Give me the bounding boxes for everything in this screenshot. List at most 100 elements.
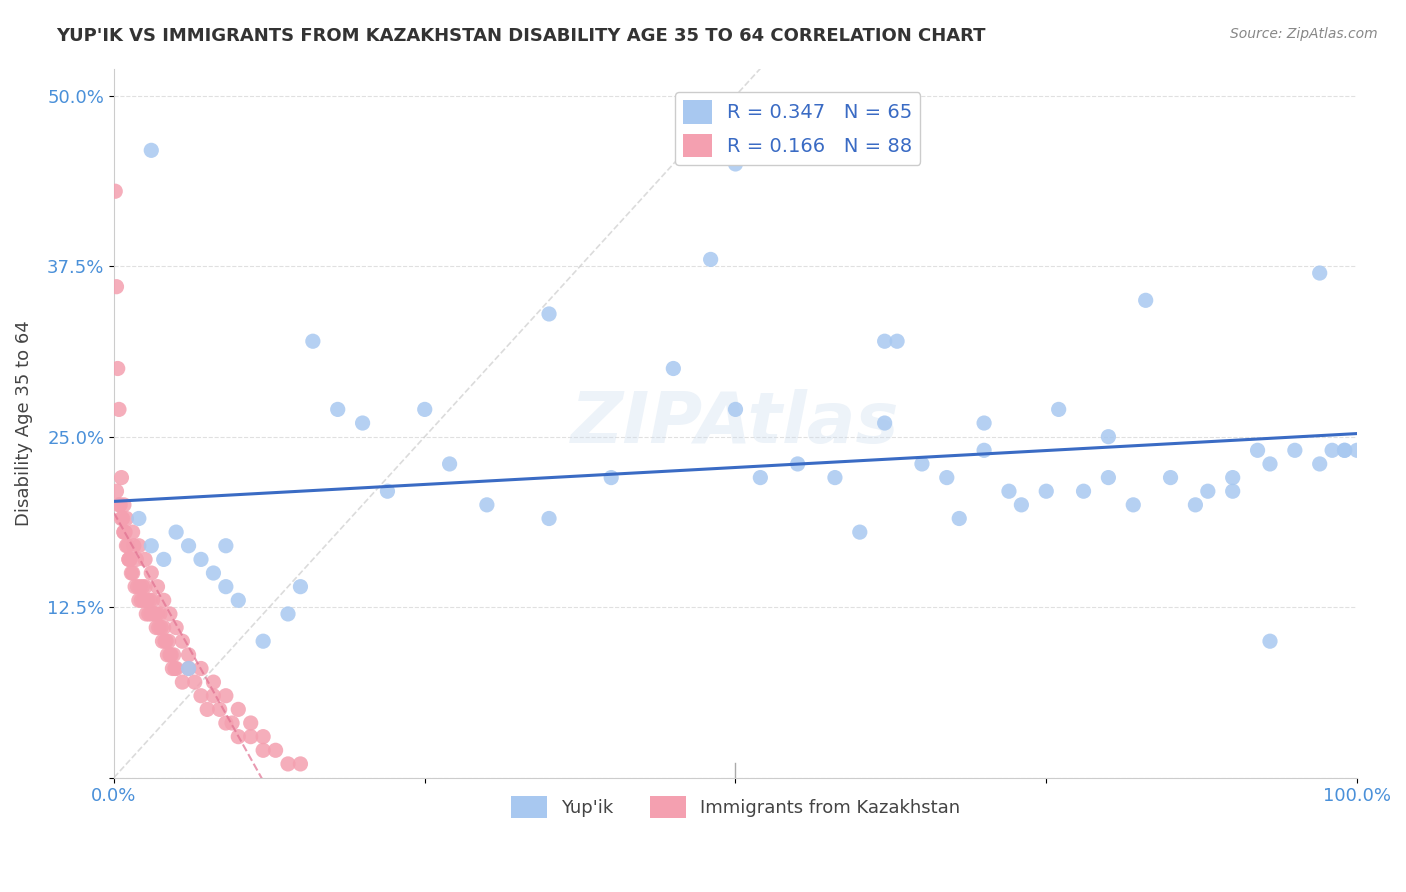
Point [115,539,138,553]
Point [177,661,200,675]
Point [998,484,1021,499]
Point [537,511,560,525]
Point [252,743,274,757]
Point [190,661,212,675]
Text: Source: ZipAtlas.com: Source: ZipAtlas.com [1230,27,1378,41]
Point [163,648,186,662]
Point [1122,498,1144,512]
Point [1160,470,1182,484]
Point [165,525,187,540]
Point [973,443,995,458]
Point [1333,443,1355,458]
Point [156,648,179,662]
Point [1197,484,1219,499]
Point [326,402,349,417]
Point [177,539,200,553]
Legend: Yup'ik, Immigrants from Kazakhstan: Yup'ik, Immigrants from Kazakhstan [503,789,967,825]
Point [190,552,212,566]
Point [1309,457,1331,471]
Point [662,361,685,376]
Point [215,580,238,594]
Point [159,607,181,621]
Point [849,525,872,540]
Point [184,675,207,690]
Point [786,457,808,471]
Point [132,593,155,607]
Point [724,157,747,171]
Point [141,593,163,607]
Point [165,661,187,675]
Point [129,580,152,594]
Point [117,539,139,553]
Point [215,716,238,731]
Point [145,621,167,635]
Point [149,607,172,621]
Point [1246,443,1268,458]
Point [195,702,218,716]
Point [134,580,156,594]
Point [165,621,187,635]
Point [290,756,312,771]
Point [160,648,183,662]
Point [215,689,238,703]
Point [935,470,957,484]
Point [148,621,170,635]
Point [1258,457,1281,471]
Point [155,634,177,648]
Point [121,566,143,580]
Point [172,675,194,690]
Point [114,525,136,540]
Point [264,743,287,757]
Point [202,689,225,703]
Point [302,334,325,349]
Y-axis label: Disability Age 35 to 64: Disability Age 35 to 64 [15,320,32,526]
Point [108,498,131,512]
Point [124,580,146,594]
Point [1184,498,1206,512]
Point [600,470,623,484]
Point [1135,293,1157,308]
Point [128,593,150,607]
Point [239,730,262,744]
Point [190,689,212,703]
Point [128,539,150,553]
Point [537,307,560,321]
Point [141,539,163,553]
Point [112,525,135,540]
Point [215,539,238,553]
Point [973,416,995,430]
Point [1284,443,1306,458]
Text: ZIPAtlas: ZIPAtlas [571,389,900,458]
Point [221,716,243,731]
Point [873,416,896,430]
Point [1222,484,1244,499]
Point [141,607,163,621]
Point [202,675,225,690]
Point [105,279,128,293]
Point [277,756,299,771]
Point [1097,430,1119,444]
Point [377,484,399,499]
Point [163,661,186,675]
Point [152,593,174,607]
Point [157,634,180,648]
Point [1320,443,1343,458]
Point [127,580,149,594]
Point [118,552,141,566]
Point [1010,498,1032,512]
Point [290,580,312,594]
Point [277,607,299,621]
Point [749,470,772,484]
Point [699,252,721,267]
Point [134,552,156,566]
Point [226,702,249,716]
Point [873,334,896,349]
Point [1097,470,1119,484]
Point [146,580,169,594]
Point [239,716,262,731]
Point [146,607,169,621]
Point [141,144,163,158]
Point [177,661,200,675]
Point [1346,443,1368,458]
Point [152,552,174,566]
